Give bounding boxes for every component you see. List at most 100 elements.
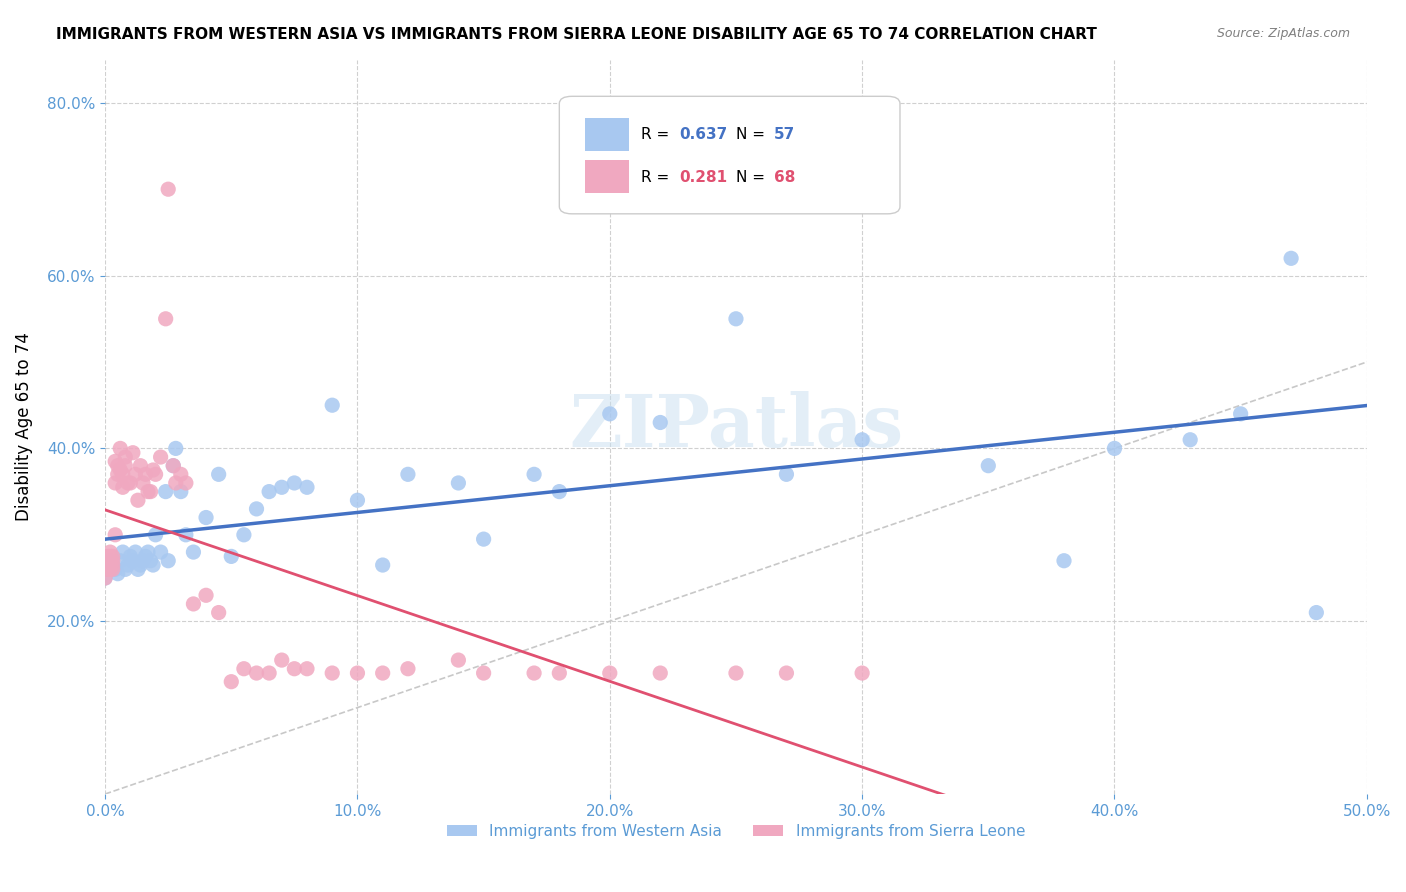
Point xyxy=(136,545,159,559)
Point xyxy=(295,662,318,676)
Point xyxy=(94,554,117,568)
Point xyxy=(98,554,121,568)
Point xyxy=(775,467,797,482)
Point xyxy=(94,571,117,585)
Point xyxy=(183,597,205,611)
Text: 68: 68 xyxy=(773,169,796,185)
Text: 57: 57 xyxy=(773,127,794,142)
Point xyxy=(120,549,142,564)
Point xyxy=(104,454,127,468)
Point xyxy=(195,510,218,524)
Point xyxy=(245,666,267,681)
Point xyxy=(94,558,117,572)
Point xyxy=(101,558,124,572)
Point xyxy=(134,467,156,482)
Point xyxy=(97,562,120,576)
Point xyxy=(724,311,747,326)
Legend: Immigrants from Western Asia, Immigrants from Sierra Leone: Immigrants from Western Asia, Immigrants… xyxy=(440,818,1032,845)
Point xyxy=(396,467,419,482)
Point xyxy=(122,446,145,460)
Point xyxy=(98,545,121,559)
Bar xyxy=(585,119,628,152)
Point xyxy=(124,467,146,482)
Text: 0.637: 0.637 xyxy=(679,127,727,142)
Point xyxy=(851,666,873,681)
Point xyxy=(346,493,368,508)
Point xyxy=(145,467,167,482)
Point xyxy=(162,458,184,473)
Point xyxy=(257,666,280,681)
Point xyxy=(174,475,197,490)
Point xyxy=(775,666,797,681)
Point xyxy=(155,311,177,326)
Point xyxy=(321,398,343,412)
Point xyxy=(111,480,134,494)
Point xyxy=(117,558,139,572)
Point xyxy=(142,558,165,572)
Point xyxy=(122,554,145,568)
Point xyxy=(219,549,242,564)
Point xyxy=(97,554,120,568)
Text: R =: R = xyxy=(641,127,675,142)
Point xyxy=(548,666,571,681)
FancyBboxPatch shape xyxy=(560,96,900,214)
Point xyxy=(208,606,231,620)
Point xyxy=(120,475,142,490)
Point xyxy=(101,549,124,564)
Text: 0.281: 0.281 xyxy=(679,169,727,185)
Point xyxy=(111,467,134,482)
Point xyxy=(283,475,305,490)
Point xyxy=(107,566,129,581)
Point xyxy=(129,458,152,473)
Point xyxy=(110,442,132,456)
Point xyxy=(97,558,120,572)
Point xyxy=(155,484,177,499)
Point xyxy=(371,558,394,572)
Point xyxy=(114,458,136,473)
Point xyxy=(1104,442,1126,456)
Point xyxy=(396,662,419,676)
Point xyxy=(124,545,146,559)
Point xyxy=(98,554,121,568)
Point xyxy=(110,463,132,477)
Text: N =: N = xyxy=(735,169,770,185)
Bar xyxy=(585,161,628,194)
Point xyxy=(295,480,318,494)
Point xyxy=(101,554,124,568)
Point xyxy=(1279,252,1302,266)
Point xyxy=(114,450,136,464)
Point xyxy=(724,666,747,681)
Text: Source: ZipAtlas.com: Source: ZipAtlas.com xyxy=(1216,27,1350,40)
Point xyxy=(472,532,495,546)
Point xyxy=(599,666,621,681)
Point xyxy=(139,554,162,568)
Point xyxy=(134,549,156,564)
Point xyxy=(170,467,193,482)
Point xyxy=(97,549,120,564)
Point xyxy=(136,484,159,499)
Point xyxy=(208,467,231,482)
Point xyxy=(170,484,193,499)
Point xyxy=(650,666,672,681)
Point xyxy=(599,407,621,421)
Point xyxy=(127,493,149,508)
Text: R =: R = xyxy=(641,169,675,185)
Point xyxy=(157,182,180,196)
Point xyxy=(650,416,672,430)
Point xyxy=(127,562,149,576)
Point xyxy=(132,475,155,490)
Point xyxy=(851,433,873,447)
Point xyxy=(523,467,546,482)
Point xyxy=(1305,606,1327,620)
Point xyxy=(107,467,129,482)
Point xyxy=(165,442,187,456)
Point xyxy=(1053,554,1076,568)
Point xyxy=(270,653,292,667)
Point xyxy=(114,562,136,576)
Text: N =: N = xyxy=(735,127,770,142)
Point xyxy=(232,528,254,542)
Point xyxy=(98,562,121,576)
Point xyxy=(139,484,162,499)
Point xyxy=(245,502,267,516)
Text: IMMIGRANTS FROM WESTERN ASIA VS IMMIGRANTS FROM SIERRA LEONE DISABILITY AGE 65 T: IMMIGRANTS FROM WESTERN ASIA VS IMMIGRAN… xyxy=(56,27,1097,42)
